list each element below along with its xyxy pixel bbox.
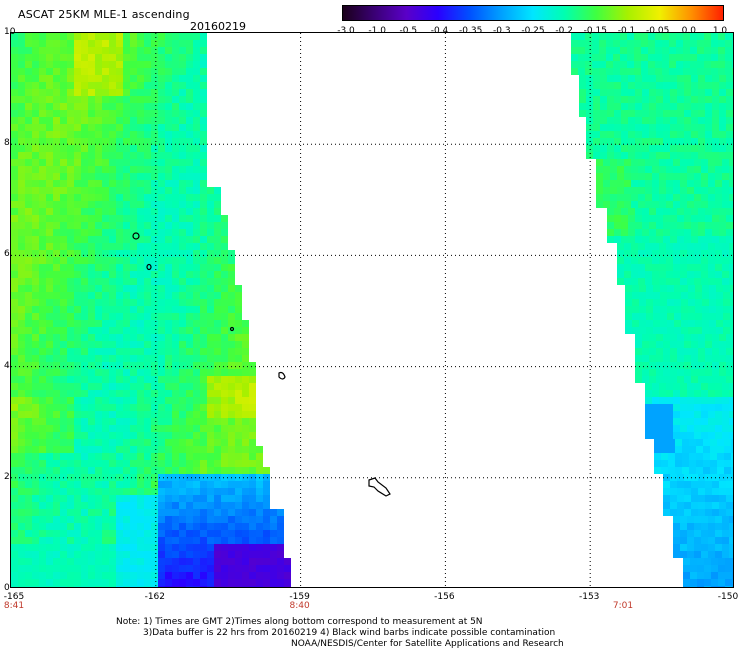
map-plot [10,32,734,588]
colorbar-tick: -0.1 [617,26,636,36]
grid-lines [11,33,733,587]
colorbar [342,5,724,21]
x-tick-label: -162 [144,592,166,602]
y-tick-label: 8 [4,138,10,149]
swath-time-label: 7:01 [612,601,634,611]
colorbar-tick: -0.4 [430,26,449,36]
map-date: 20160219 [190,20,246,33]
island-outlines [132,232,391,497]
y-tick-label: 4 [4,360,10,371]
colorbar-tick: -0.25 [521,26,545,36]
map-title: ASCAT 25KM MLE-1 ascending [18,8,190,21]
swath-cells [11,33,733,587]
colorbar-tick: 1.0 [712,26,728,36]
colorbar-tick: -0.2 [555,26,573,36]
y-tick-label: 0 [4,583,10,593]
note-line-2: 3)Data buffer is 22 hrs from 20160219 4)… [143,628,556,638]
colorbar-tick: -1.0 [368,26,386,36]
x-tick-label: -150 [717,592,739,602]
x-tick-label: -165 [3,592,25,602]
note-line-3: NOAA/NESDIS/Center for Satellite Applica… [291,639,564,649]
y-tick-label: 10 [4,27,16,37]
swath-time-label: 8:40 [289,601,310,611]
colorbar-tick: -0.05 [646,26,670,36]
swath-time-label: 8:41 [3,601,25,611]
y-tick-label: 6 [4,249,10,260]
y-tick-label: 2 [4,471,10,482]
colorbar-tick: -3.0 [337,26,355,36]
colorbar-tick: -0.3 [493,26,511,36]
map-canvas [11,33,733,587]
x-tick-label: -159 [289,592,310,602]
colorbar-tick: -0.5 [399,26,418,36]
x-tick-label: -156 [434,592,455,602]
colorbar-tick: -0.35 [459,26,483,36]
note-line-1: Note: 1) Times are GMT 2)Times along bot… [116,617,483,627]
colorbar-tick: 0.0 [681,26,696,36]
x-tick-label: -153 [578,592,600,602]
colorbar-tick: -0.15 [583,26,607,36]
